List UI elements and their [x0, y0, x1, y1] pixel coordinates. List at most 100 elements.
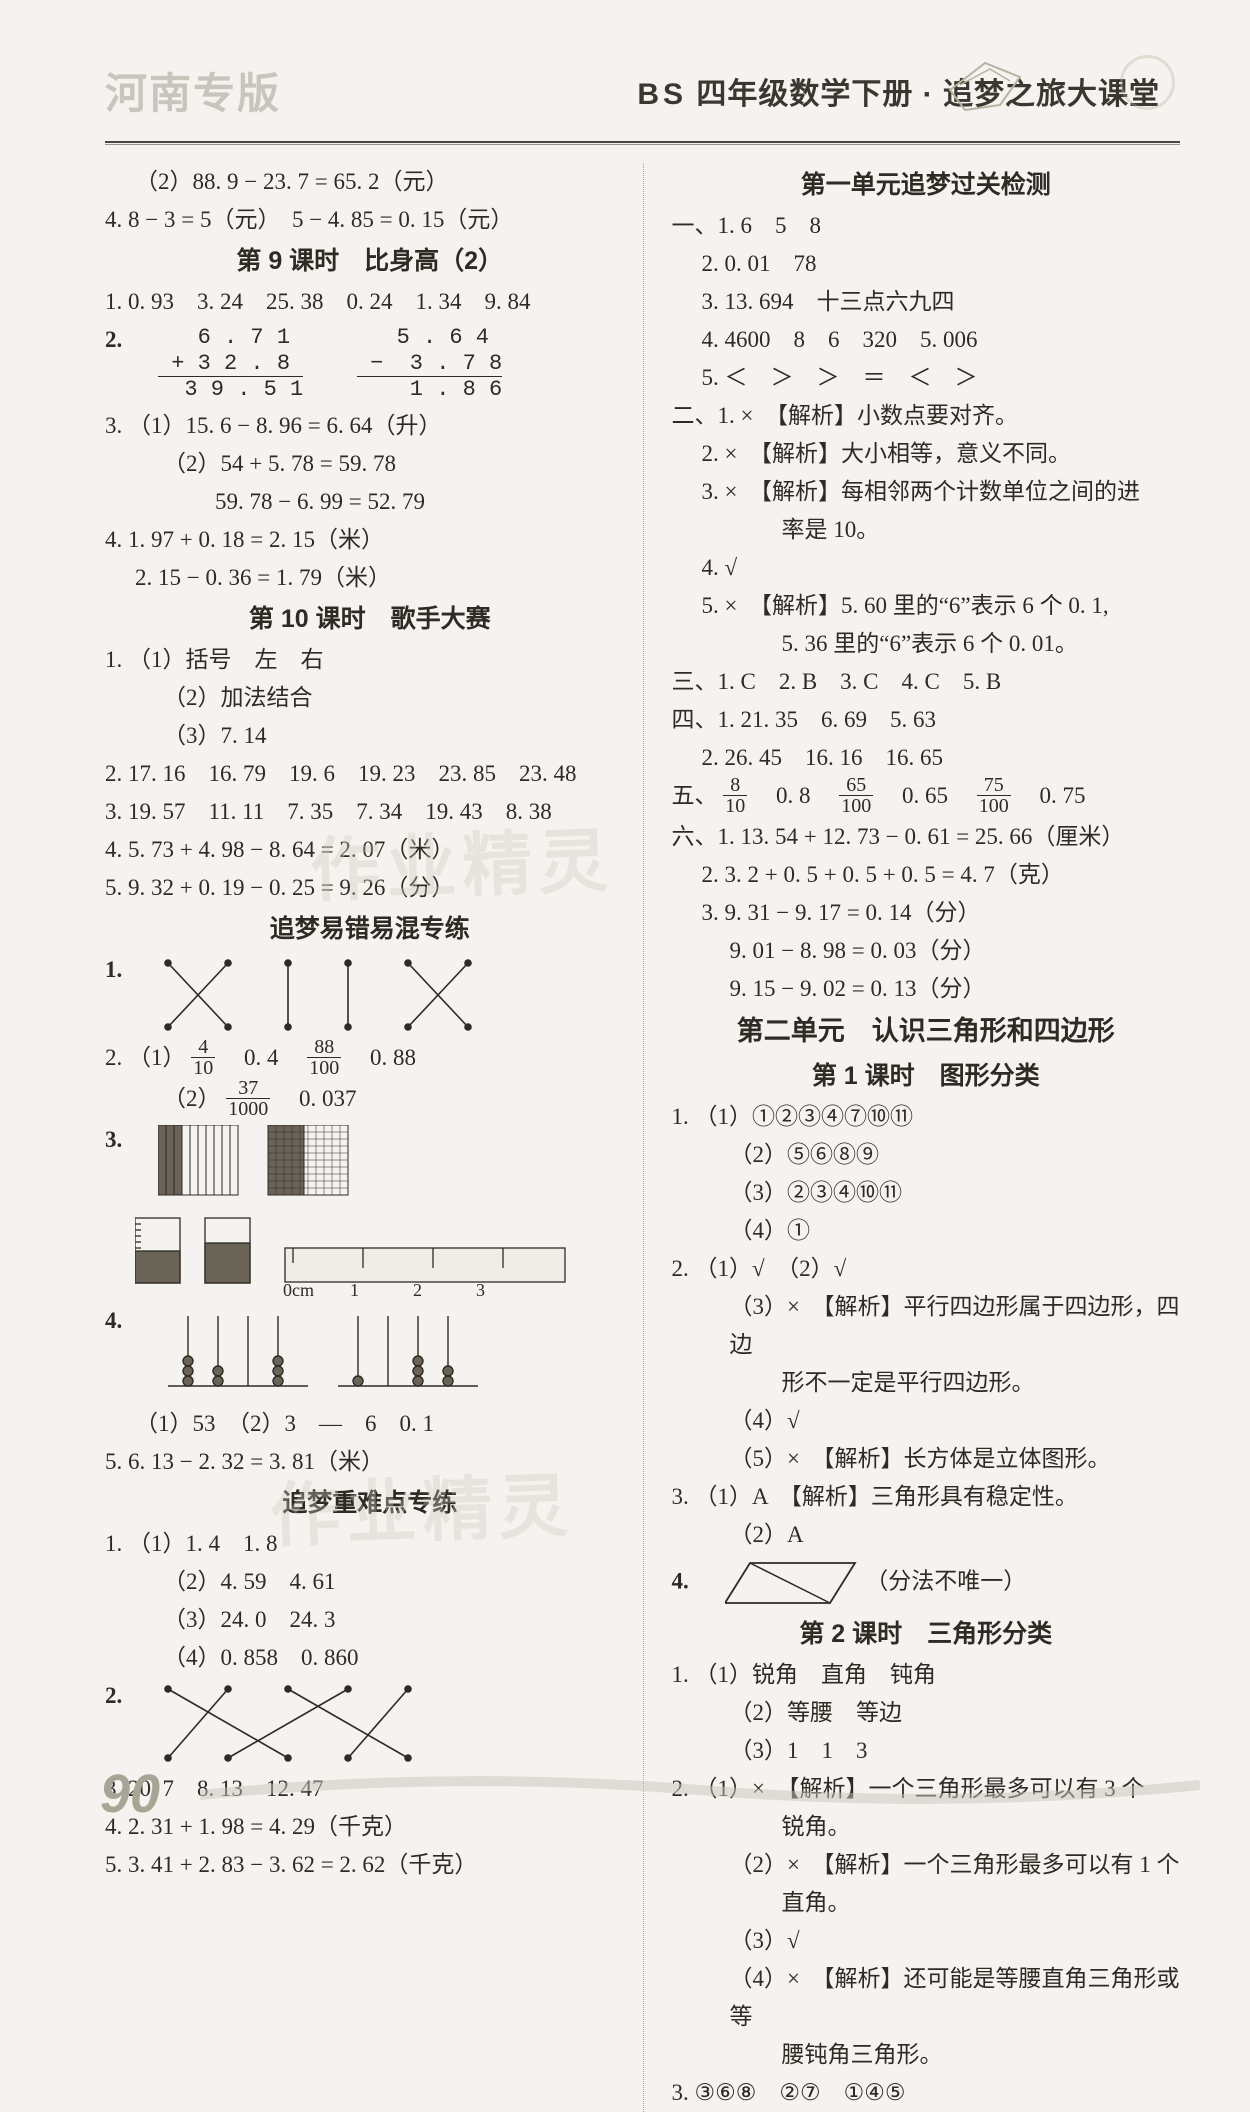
text-line: 2. 15 − 0. 36 = 1. 79（米） [105, 559, 635, 597]
text-line: 1. （1）①②③④⑦⑩⑪ [672, 1098, 1181, 1136]
text-line: 直角。 [672, 1884, 1181, 1922]
left-column: （2）88. 9 − 23. 7 = 65. 2（元） 4. 8 − 3 = 5… [105, 163, 643, 2112]
item-number: 1. [105, 957, 122, 982]
text-line: 率是 10。 [672, 511, 1181, 549]
section-title: 追梦重难点专练 [105, 1481, 635, 1525]
text-line: 三、1. C 2. B 3. C 4. C 5. B [672, 663, 1181, 701]
fraction-value: 0. 75 [1017, 783, 1086, 808]
abacus-diagram [158, 1306, 488, 1401]
text-line: （5）× 【解析】长方体是立体图形。 [672, 1440, 1181, 1478]
section-title: 第一单元追梦过关检测 [672, 163, 1181, 207]
matching-diagram [158, 955, 478, 1035]
footer-wave-icon [200, 1770, 1200, 1805]
right-column: 第一单元追梦过关检测 一、1. 6 5 8 2. 0. 01 78 3. 13.… [643, 163, 1181, 2112]
text-line: 3. 19. 57 11. 11 7. 35 7. 34 19. 43 8. 3… [105, 793, 635, 831]
item-number: 4. [672, 1569, 689, 1594]
text-line: （2）A [672, 1516, 1181, 1554]
text-line: 2. （1）√ （2）√ [672, 1250, 1181, 1288]
text-line: （2）等腰 等边 [672, 1694, 1181, 1732]
text-line: 4. 1. 97 + 0. 18 = 2. 15（米） [105, 521, 635, 559]
text-line: （3）× 【解析】平行四边形属于四边形，四边 [672, 1288, 1181, 1364]
header-title: BS 四年级数学下册 · 追梦之旅大课堂 [637, 69, 1160, 113]
dream-circle-icon [1120, 55, 1175, 110]
abacus-problem: 4. [105, 1302, 635, 1405]
text-line: （4）0. 858 0. 860 [105, 1639, 635, 1677]
text-line: 1. 0. 93 3. 24 25. 38 0. 24 1. 34 9. 84 [105, 283, 635, 321]
text-line: （2）88. 9 − 23. 7 = 65. 2（元） [105, 163, 635, 201]
text-line: （4）① [672, 1212, 1181, 1250]
text-line: （4）× 【解析】还可能是等腰直角三角形或等 [672, 1960, 1181, 2036]
text-line: 腰钝角三角形。 [672, 2036, 1181, 2074]
fraction: 810 [723, 775, 747, 816]
item-prefix: 五、 [672, 783, 718, 808]
text-line: 2. × 【解析】大小相等，意义不同。 [672, 435, 1181, 473]
fraction-value: 0. 037 [276, 1086, 357, 1111]
text-line: （2）⑤⑥⑧⑨ [672, 1136, 1181, 1174]
fraction-line: （2） 371000 0. 037 [105, 1080, 635, 1121]
lesson-title: 第 9 课时 比身高（2） [105, 239, 635, 283]
unit-title: 第二单元 认识三角形和四边形 [672, 1008, 1181, 1054]
matching-diagram [158, 1681, 418, 1766]
header-rule [105, 141, 1180, 145]
text-line: 六、1. 13. 54 + 12. 73 − 0. 61 = 25. 66（厘米… [672, 818, 1181, 856]
lesson-title: 第 2 课时 三角形分类 [672, 1612, 1181, 1656]
page-number: 90 [100, 1763, 160, 1825]
item-number: 4. [105, 1308, 122, 1333]
text-line: 1. （1）锐角 直角 钝角 [672, 1656, 1181, 1694]
text-line: （4）√ [672, 1402, 1181, 1440]
text-line: 5. 9. 32 + 0. 19 − 0. 25 = 9. 26（分） [105, 869, 635, 907]
text-line: 4. 8 − 3 = 5（元） 5 − 4. 85 = 0. 15（元） [105, 201, 635, 239]
text-line: 3. ③⑥⑧ ②⑦ ①④⑤ [672, 2074, 1181, 2112]
text-line: 形不一定是平行四边形。 [672, 1364, 1181, 1402]
text-line: 9. 15 − 9. 02 = 0. 13（分） [672, 970, 1181, 1008]
vertical-addition: 6 . 7 1 + 3 2 . 8 3 9 . 5 1 [158, 325, 303, 403]
text-line: 锐角。 [672, 1808, 1181, 1846]
calc-row: 2. 6 . 7 1 + 3 2 . 8 3 9 . 5 1 5 . 6 4 −… [105, 321, 635, 407]
fraction-value: 0. 65 [879, 783, 971, 808]
fraction-value: 0. 8 [753, 783, 834, 808]
section-title: 追梦易错易混专练 [105, 907, 635, 951]
text-line: 4. 4600 8 6 320 5. 006 [672, 321, 1181, 359]
ribbon-icon [940, 55, 1030, 115]
header-rest: 四年级数学下册 · 追梦之旅大课堂 [687, 78, 1160, 111]
item-number: 3. [105, 1127, 122, 1152]
text-line: 2. 17. 16 16. 79 19. 6 19. 23 23. 85 23.… [105, 755, 635, 793]
text-line: 4. √ [672, 549, 1181, 587]
item-number: 2. [105, 1683, 122, 1708]
fraction: 75100 [977, 775, 1011, 816]
text-line: 4. 5. 73 + 4. 98 − 8. 64 = 2. 07（米） [105, 831, 635, 869]
header-bs: BS [637, 78, 687, 111]
parallelogram-icon [725, 1558, 860, 1608]
content-columns: （2）88. 9 − 23. 7 = 65. 2（元） 4. 8 − 3 = 5… [105, 163, 1180, 2112]
parallelogram-note: （分法不唯一） [865, 1569, 1026, 1594]
text-line: 1. （1）1. 4 1. 8 [105, 1525, 635, 1563]
text-line: 9. 01 − 8. 98 = 0. 03（分） [672, 932, 1181, 970]
text-line: （2）4. 59 4. 61 [105, 1563, 635, 1601]
matching-problem-2: 2. [105, 1677, 635, 1770]
grid-problem: 3. [105, 1121, 635, 1298]
text-line: 4. 2. 31 + 1. 98 = 4. 29（千克） [105, 1808, 635, 1846]
item-prefix: （2） [163, 1086, 221, 1111]
text-line: 3. × 【解析】每相邻两个计数单位之间的进 [672, 473, 1181, 511]
lesson-title: 第 10 课时 歌手大赛 [105, 597, 635, 641]
text-line: 59. 78 − 6. 99 = 52. 79 [105, 483, 635, 521]
text-line: （3）7. 14 [105, 717, 635, 755]
text-line: 5. ＜ ＞ ＞ ＝ ＜ ＞ [672, 359, 1181, 397]
text-line: 3. 9. 31 − 9. 17 = 0. 14（分） [672, 894, 1181, 932]
item-prefix: 2. （1） [105, 1045, 186, 1070]
text-line: 一、1. 6 5 8 [672, 207, 1181, 245]
lesson-title: 第 1 课时 图形分类 [672, 1054, 1181, 1098]
fraction: 88100 [307, 1037, 341, 1078]
fraction-value: 0. 4 [221, 1045, 302, 1070]
text-line: （2）加法结合 [105, 679, 635, 717]
text-line: 2. 3. 2 + 0. 5 + 0. 5 + 0. 5 = 4. 7（克） [672, 856, 1181, 894]
item-number: 2. [105, 327, 122, 352]
grid-diagrams [158, 1125, 458, 1205]
page: 河南专版 BS 四年级数学下册 · 追梦之旅大课堂 （2）88. 9 − 23.… [0, 0, 1250, 1860]
fraction-line: 2. （1） 410 0. 4 88100 0. 88 [105, 1039, 635, 1080]
text-line: 5. 3. 41 + 2. 83 − 3. 62 = 2. 62（千克） [105, 1846, 635, 1884]
text-line: 3. （1）15. 6 − 8. 96 = 6. 64（升） [105, 407, 635, 445]
fraction: 65100 [839, 775, 873, 816]
fraction-line: 五、 810 0. 8 65100 0. 65 75100 0. 75 [672, 777, 1181, 818]
text-line: 3. （1）A 【解析】三角形具有稳定性。 [672, 1478, 1181, 1516]
